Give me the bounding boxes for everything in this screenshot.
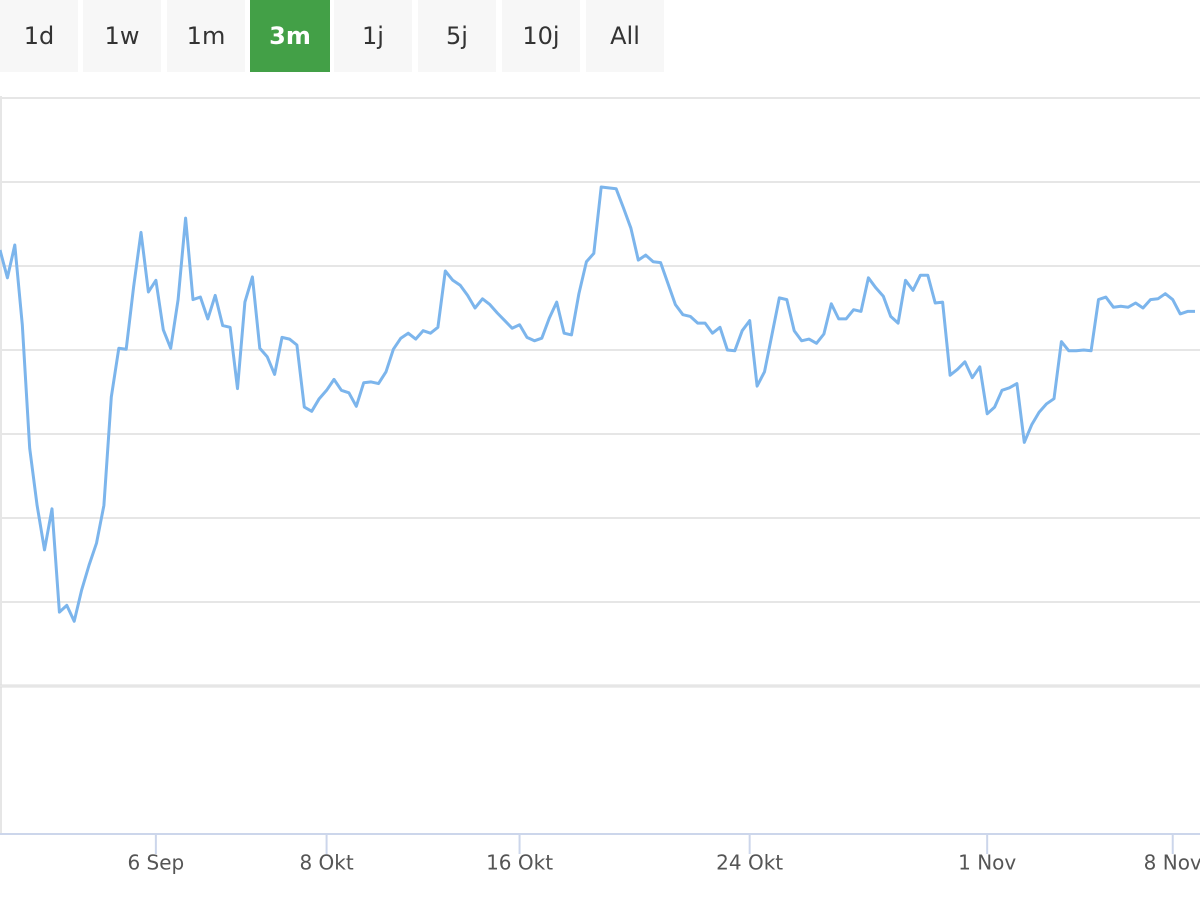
- range-button[interactable]: 1j: [334, 0, 412, 72]
- x-tick-label: 1 Nov: [958, 851, 1016, 875]
- price-line: [0, 185, 1195, 623]
- x-tick-label: 24 Okt: [716, 851, 783, 875]
- range-button[interactable]: 1m: [167, 0, 245, 72]
- range-button[interactable]: 1w: [83, 0, 161, 72]
- x-tick-label: 8 Nov: [1144, 851, 1200, 875]
- range-button[interactable]: 10j: [502, 0, 580, 72]
- x-tick-label: 6 Sep: [127, 851, 184, 875]
- range-button[interactable]: 3m: [250, 0, 330, 72]
- range-button[interactable]: 1d: [0, 0, 78, 72]
- range-button[interactable]: 5j: [418, 0, 496, 72]
- range-button[interactable]: All: [586, 0, 664, 72]
- x-tick-label: 16 Okt: [486, 851, 553, 875]
- plot-background: [0, 96, 1200, 836]
- x-tick-label: 8 Okt: [299, 851, 353, 875]
